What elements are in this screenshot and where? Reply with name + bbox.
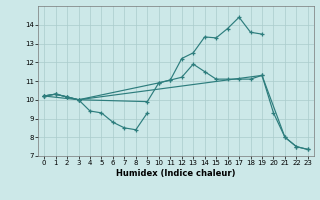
X-axis label: Humidex (Indice chaleur): Humidex (Indice chaleur): [116, 169, 236, 178]
